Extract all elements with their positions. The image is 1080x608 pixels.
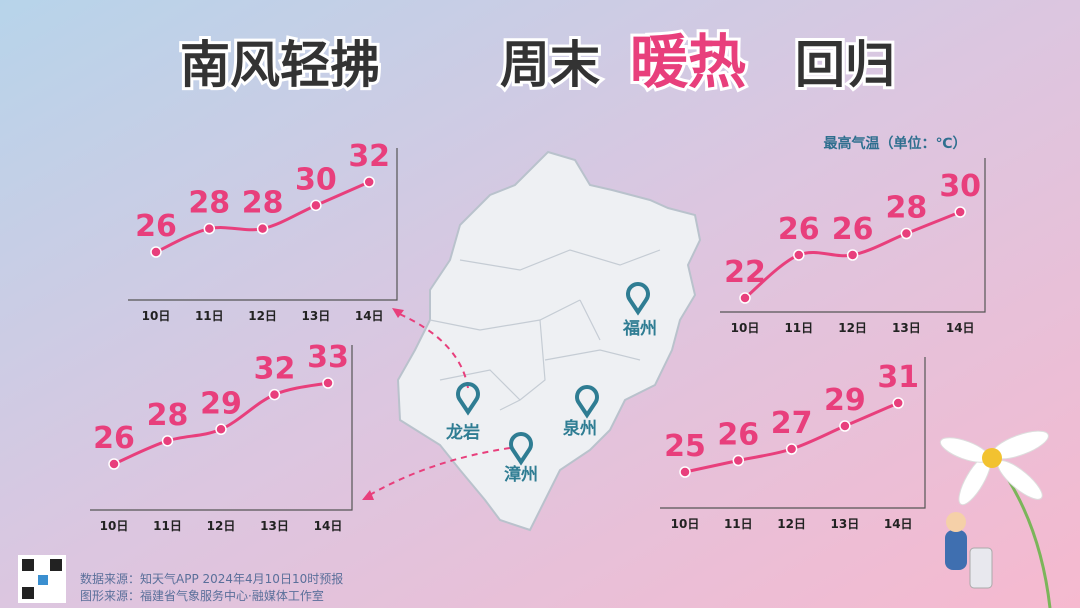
arrow-heads (362, 308, 404, 500)
x-tick-label: 13日 (892, 321, 921, 335)
x-tick-label: 10日 (671, 517, 700, 531)
point (846, 249, 859, 261)
point (150, 246, 162, 258)
point (161, 435, 174, 447)
data-label: 26 (717, 418, 759, 453)
point (954, 206, 966, 218)
point (268, 388, 281, 401)
data-label: 33 (307, 340, 349, 375)
data-label: 28 (147, 398, 189, 433)
data-label: 28 (242, 186, 284, 221)
data-label: 30 (939, 169, 981, 204)
data-label: 27 (771, 406, 813, 441)
data-label: 32 (348, 139, 390, 174)
point (900, 227, 913, 240)
title-part: 暖热 (630, 28, 746, 96)
x-tick-label: 14日 (884, 517, 913, 531)
point (892, 397, 904, 409)
map-borders (429, 249, 661, 411)
point (215, 423, 227, 436)
x-tick-label: 13日 (302, 309, 331, 323)
x-tick-label: 14日 (355, 309, 384, 323)
x-tick-label: 13日 (260, 519, 289, 533)
title-part: 南风轻拂 (180, 36, 380, 94)
qr-code (18, 555, 66, 603)
point (793, 249, 805, 261)
data-label: 26 (135, 209, 177, 244)
point (785, 443, 798, 455)
map-fujian (396, 150, 702, 532)
title-part: 回归 (795, 36, 895, 94)
city-label: 泉州 (562, 418, 597, 439)
data-label: 30 (295, 162, 337, 197)
data-label: 26 (93, 421, 135, 456)
x-tick-label: 10日 (142, 309, 171, 323)
axis (720, 158, 986, 313)
x-tick-label: 10日 (731, 321, 760, 335)
data-label: 31 (877, 360, 919, 395)
point (363, 176, 375, 188)
title-part: 周末 (500, 36, 600, 94)
arrows (367, 311, 511, 497)
city-label: 漳州 (504, 464, 538, 485)
axis (90, 345, 353, 511)
data-label: 29 (200, 386, 242, 421)
data-label: 28 (188, 186, 230, 221)
x-tick-label: 12日 (248, 309, 277, 323)
x-tick-label: 12日 (838, 321, 867, 335)
x-tick-label: 11日 (784, 321, 813, 335)
title: 南风轻拂 周末 暖热 回归 (177, 25, 898, 99)
data-label: 29 (824, 383, 866, 418)
data-label: 26 (778, 212, 820, 247)
x-tick-label: 11日 (153, 519, 182, 533)
x-tick-label: 14日 (946, 321, 975, 335)
source: 数据来源：知天气APP 2024年4月10日10时预报 (80, 571, 343, 586)
point (203, 222, 216, 235)
unit-label: 最高气温（单位：℃） (824, 135, 967, 152)
point (256, 222, 269, 235)
point (739, 292, 751, 304)
data-label: 22 (724, 255, 766, 290)
point (108, 458, 120, 470)
city-label: 龙岩 (445, 422, 480, 443)
point (679, 466, 691, 478)
flower-decoration (939, 430, 1052, 608)
data-label: 32 (254, 352, 296, 387)
x-tick-label: 14日 (314, 519, 343, 533)
x-tick-label: 13日 (831, 517, 860, 531)
x-tick-label: 10日 (100, 519, 129, 533)
point (322, 377, 334, 389)
pins (456, 282, 650, 466)
data-label: 25 (664, 429, 706, 464)
data-label: 26 (832, 212, 874, 247)
x-tick-label: 12日 (207, 519, 236, 533)
point (310, 199, 322, 212)
point (839, 420, 851, 432)
x-tick-label: 11日 (724, 517, 753, 531)
axis (128, 148, 398, 301)
source: 图形来源：福建省气象服务中心·融媒体工作室 (80, 588, 324, 603)
x-tick-label: 11日 (195, 309, 224, 323)
city-label: 福州 (622, 318, 657, 339)
data-label: 28 (886, 191, 928, 226)
x-tick-label: 12日 (777, 517, 806, 531)
axis (660, 357, 926, 509)
point (732, 454, 745, 467)
